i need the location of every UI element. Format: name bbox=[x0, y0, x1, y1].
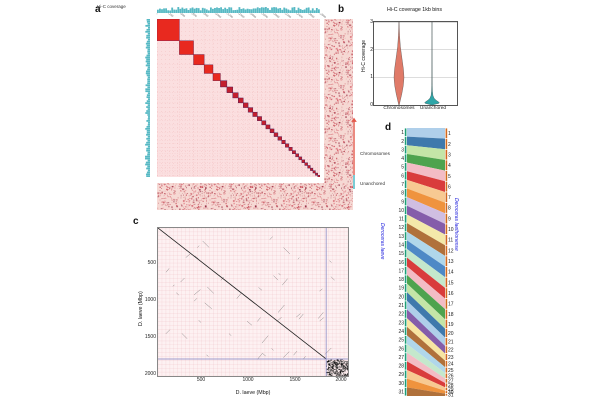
svg-text:20: 20 bbox=[398, 294, 404, 300]
svg-text:30: 30 bbox=[398, 381, 404, 387]
svg-text:24: 24 bbox=[448, 362, 454, 368]
svg-text:6: 6 bbox=[401, 173, 404, 179]
svg-text:22: 22 bbox=[448, 347, 454, 353]
svg-text:16: 16 bbox=[448, 291, 454, 297]
svg-text:2: 2 bbox=[401, 139, 404, 145]
svg-text:17: 17 bbox=[398, 268, 404, 274]
svg-text:5: 5 bbox=[448, 174, 451, 180]
svg-text:27: 27 bbox=[398, 355, 404, 361]
svg-text:7: 7 bbox=[401, 182, 404, 188]
svg-text:22: 22 bbox=[398, 312, 404, 318]
svg-text:4: 4 bbox=[401, 156, 404, 162]
svg-text:14: 14 bbox=[398, 243, 404, 249]
svg-text:16: 16 bbox=[398, 260, 404, 266]
svg-text:18: 18 bbox=[398, 277, 404, 283]
svg-text:17: 17 bbox=[448, 302, 454, 308]
svg-text:20: 20 bbox=[448, 331, 454, 337]
svg-text:4: 4 bbox=[448, 163, 451, 169]
svg-text:6: 6 bbox=[448, 184, 451, 190]
svg-text:31: 31 bbox=[398, 389, 404, 395]
svg-text:29: 29 bbox=[398, 372, 404, 378]
svg-text:23: 23 bbox=[398, 320, 404, 326]
svg-text:400: 400 bbox=[180, 11, 186, 17]
svg-text:23: 23 bbox=[448, 355, 454, 361]
svg-text:15: 15 bbox=[398, 251, 404, 257]
svg-text:9: 9 bbox=[448, 216, 451, 222]
svg-text:18: 18 bbox=[448, 312, 454, 318]
svg-text:9: 9 bbox=[401, 199, 404, 205]
svg-text:12: 12 bbox=[398, 225, 404, 231]
svg-text:8: 8 bbox=[401, 191, 404, 197]
svg-text:14: 14 bbox=[448, 270, 454, 276]
svg-text:11: 11 bbox=[399, 217, 404, 223]
svg-text:25: 25 bbox=[398, 338, 404, 344]
svg-text:10: 10 bbox=[398, 208, 404, 214]
svg-text:800: 800 bbox=[203, 11, 209, 17]
svg-text:3: 3 bbox=[448, 152, 451, 158]
svg-text:28: 28 bbox=[398, 364, 404, 370]
svg-text:13: 13 bbox=[398, 234, 404, 240]
svg-text:5: 5 bbox=[401, 165, 404, 171]
svg-text:26: 26 bbox=[398, 346, 404, 352]
svg-text:31: 31 bbox=[448, 393, 454, 399]
svg-text:24: 24 bbox=[398, 329, 404, 335]
svg-text:21: 21 bbox=[448, 340, 454, 346]
svg-text:19: 19 bbox=[398, 286, 404, 292]
svg-text:1: 1 bbox=[401, 130, 404, 136]
svg-text:19: 19 bbox=[448, 322, 454, 328]
svg-text:15: 15 bbox=[448, 280, 454, 286]
svg-text:21: 21 bbox=[398, 303, 404, 309]
svg-text:7: 7 bbox=[448, 195, 451, 201]
svg-text:2: 2 bbox=[448, 142, 451, 148]
svg-text:200: 200 bbox=[168, 11, 174, 17]
svg-text:13: 13 bbox=[448, 259, 454, 265]
svg-text:3: 3 bbox=[401, 147, 404, 153]
svg-text:600: 600 bbox=[192, 11, 198, 17]
svg-text:1: 1 bbox=[448, 131, 451, 137]
svg-text:8: 8 bbox=[448, 206, 451, 212]
